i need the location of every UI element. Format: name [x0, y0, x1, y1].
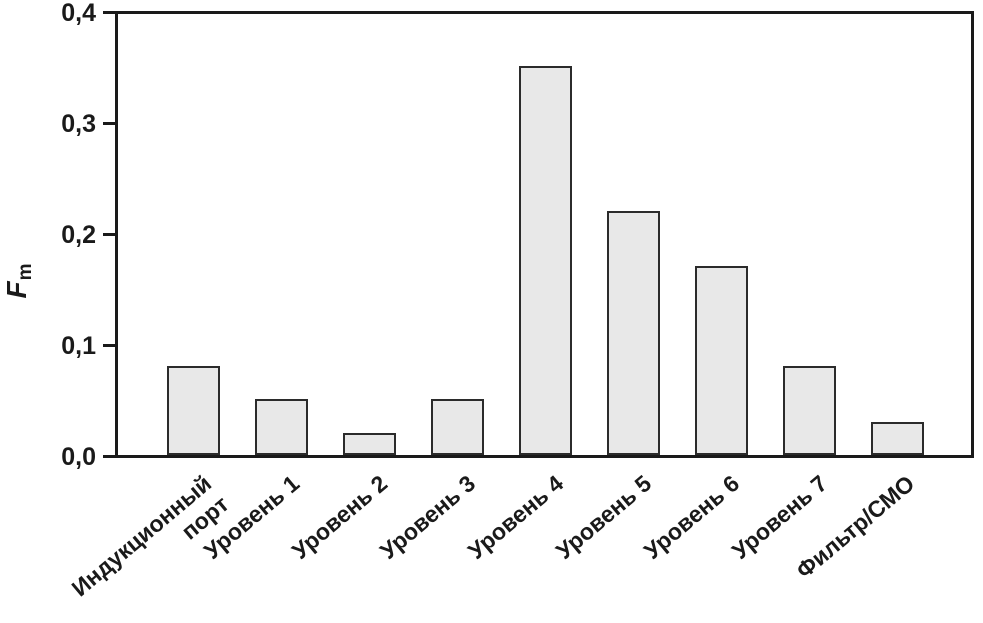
x-axis-label: Уровень 5: [550, 470, 656, 565]
y-tick-label: 0,0: [61, 442, 96, 471]
bar: [342, 433, 396, 455]
y-tick: [103, 233, 115, 236]
y-tick: [103, 455, 115, 458]
y-axis-title-subscript: m: [15, 263, 36, 281]
y-tick-label: 0,4: [61, 0, 96, 27]
bar: [782, 366, 836, 455]
bar: [166, 366, 220, 455]
bar: [254, 399, 308, 455]
y-tick: [103, 344, 115, 347]
bar-chart-figure: Fm 0,0 0,1 0,2 0,3 0,4 Индукционный порт Уров…: [1, 0, 974, 602]
bar: [870, 422, 924, 455]
bar: [518, 66, 572, 455]
bar: [606, 211, 660, 455]
bar: [694, 266, 748, 455]
y-axis-title-symbol: F: [1, 281, 32, 299]
x-axis-label: Уровень 3: [374, 470, 480, 565]
y-tick: [103, 122, 115, 125]
x-axis-label: Уровень 4: [462, 470, 568, 565]
x-axis-label: Уровень 6: [638, 470, 744, 565]
bar: [430, 399, 484, 455]
y-tick-label: 0,3: [61, 109, 96, 138]
y-tick-label: 0,2: [61, 220, 96, 249]
y-axis-title: Fm: [1, 263, 37, 298]
y-tick-label: 0,1: [61, 331, 96, 360]
y-tick: [103, 11, 115, 14]
x-axis-label: Уровень 2: [286, 470, 392, 565]
